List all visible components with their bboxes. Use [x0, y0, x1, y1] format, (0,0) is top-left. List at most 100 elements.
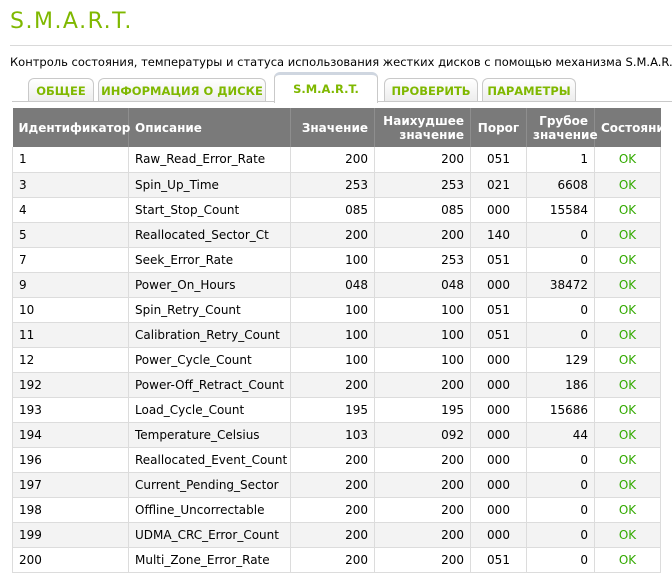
cell-value: 200 — [290, 147, 375, 173]
table-row: 199 UDMA_CRC_Error_Count 200 200 000 0 OK — [12, 522, 661, 548]
cell-id: 7 — [12, 247, 129, 273]
cell-threshold: 051 — [470, 147, 527, 173]
cell-status: OK — [594, 547, 661, 573]
cell-description: UDMA_CRC_Error_Count — [128, 522, 291, 548]
cell-threshold: 000 — [470, 347, 527, 373]
table-row: 200 Multi_Zone_Error_Rate 200 200 051 0 OK — [12, 547, 661, 573]
cell-value: 200 — [290, 472, 375, 498]
cell-threshold: 021 — [470, 172, 527, 198]
cell-description: Multi_Zone_Error_Rate — [128, 547, 291, 573]
cell-raw: 38472 — [526, 272, 595, 298]
table-row: 197 Current_Pending_Sector 200 200 000 0 OK — [12, 472, 661, 498]
cell-worst: 200 — [374, 522, 471, 548]
cell-status: OK — [594, 247, 661, 273]
tab-settings[interactable]: ПАРАМЕТРЫ — [482, 78, 576, 102]
cell-raw: 0 — [526, 447, 595, 473]
cell-raw: 44 — [526, 422, 595, 448]
cell-description: Offline_Uncorrectable — [128, 497, 291, 523]
table-row: 4 Start_Stop_Count 085 085 000 15584 OK — [12, 197, 661, 223]
cell-raw: 186 — [526, 372, 595, 398]
cell-description: Power_Cycle_Count — [128, 347, 291, 373]
cell-threshold: 051 — [470, 247, 527, 273]
cell-worst: 200 — [374, 147, 471, 173]
table-header: Идентификатор Описание Значение Наихудше… — [12, 108, 672, 147]
cell-id: 192 — [12, 372, 129, 398]
cell-raw: 0 — [526, 472, 595, 498]
cell-status: OK — [594, 197, 661, 223]
cell-description: Current_Pending_Sector — [128, 472, 291, 498]
cell-id: 196 — [12, 447, 129, 473]
cell-id: 11 — [12, 322, 129, 348]
tab-general[interactable]: ОБЩЕЕ — [28, 78, 94, 102]
cell-threshold: 000 — [470, 447, 527, 473]
cell-threshold: 051 — [470, 297, 527, 323]
table-row: 10 Spin_Retry_Count 100 100 051 0 OK — [12, 297, 661, 323]
cell-id: 194 — [12, 422, 129, 448]
cell-value: 085 — [290, 197, 375, 223]
cell-id: 9 — [12, 272, 129, 298]
title-divider — [10, 45, 672, 46]
cell-status: OK — [594, 497, 661, 523]
cell-worst: 085 — [374, 197, 471, 223]
cell-id: 199 — [12, 522, 129, 548]
cell-raw: 0 — [526, 547, 595, 573]
cell-worst: 195 — [374, 397, 471, 423]
header-worst-line2: значение — [399, 127, 464, 142]
header-raw: Грубое значение — [526, 108, 598, 147]
cell-value: 200 — [290, 447, 375, 473]
table-row: 11 Calibration_Retry_Count 100 100 051 0 OK — [12, 322, 661, 348]
cell-value: 100 — [290, 347, 375, 373]
cell-value: 100 — [290, 297, 375, 323]
cell-threshold: 000 — [470, 372, 527, 398]
cell-description: Reallocated_Event_Count — [128, 447, 291, 473]
cell-id: 1 — [12, 147, 129, 173]
cell-value: 200 — [290, 372, 375, 398]
table-row: 192 Power-Off_Retract_Count 200 200 000 186 OK — [12, 372, 661, 398]
cell-worst: 100 — [374, 347, 471, 373]
cell-id: 5 — [12, 222, 129, 248]
cell-status: OK — [594, 322, 661, 348]
table-row: 193 Load_Cycle_Count 195 195 000 15686 OK — [12, 397, 661, 423]
cell-status: OK — [594, 447, 661, 473]
cell-worst: 200 — [374, 447, 471, 473]
cell-id: 3 — [12, 172, 129, 198]
cell-description: Power-Off_Retract_Count — [128, 372, 291, 398]
cell-id: 197 — [12, 472, 129, 498]
cell-description: Calibration_Retry_Count — [128, 322, 291, 348]
cell-status: OK — [594, 472, 661, 498]
cell-description: Spin_Retry_Count — [128, 297, 291, 323]
cell-status: OK — [594, 422, 661, 448]
cell-id: 12 — [12, 347, 129, 373]
cell-id: 193 — [12, 397, 129, 423]
tab-smart[interactable]: S.M.A.R.T. — [274, 72, 378, 103]
cell-raw: 1 — [526, 147, 595, 173]
cell-worst: 200 — [374, 372, 471, 398]
cell-description: Reallocated_Sector_Ct — [128, 222, 291, 248]
cell-status: OK — [594, 372, 661, 398]
cell-status: OK — [594, 522, 661, 548]
cell-status: OK — [594, 397, 661, 423]
cell-status: OK — [594, 222, 661, 248]
cell-worst: 200 — [374, 472, 471, 498]
cell-id: 200 — [12, 547, 129, 573]
tab-check[interactable]: ПРОВЕРИТЬ — [384, 78, 478, 102]
cell-raw: 15584 — [526, 197, 595, 223]
tab-disk-info[interactable]: ИНФОРМАЦИЯ О ДИСКЕ — [98, 78, 266, 102]
cell-worst: 100 — [374, 322, 471, 348]
cell-threshold: 051 — [470, 547, 527, 573]
cell-worst: 048 — [374, 272, 471, 298]
table-row: 198 Offline_Uncorrectable 200 200 000 0 OK — [12, 497, 661, 523]
cell-raw: 0 — [526, 222, 595, 248]
cell-value: 048 — [290, 272, 375, 298]
cell-description: Spin_Up_Time — [128, 172, 291, 198]
cell-value: 103 — [290, 422, 375, 448]
table-body: 1 Raw_Read_Error_Rate 200 200 051 1 OK 3 Spin_Up… — [12, 147, 661, 573]
cell-raw: 6608 — [526, 172, 595, 198]
smart-table-container: Идентификатор Описание Значение Наихудше… — [12, 108, 672, 573]
cell-raw: 15686 — [526, 397, 595, 423]
cell-value: 100 — [290, 247, 375, 273]
cell-raw: 0 — [526, 297, 595, 323]
cell-value: 200 — [290, 497, 375, 523]
cell-status: OK — [594, 172, 661, 198]
cell-description: Load_Cycle_Count — [128, 397, 291, 423]
